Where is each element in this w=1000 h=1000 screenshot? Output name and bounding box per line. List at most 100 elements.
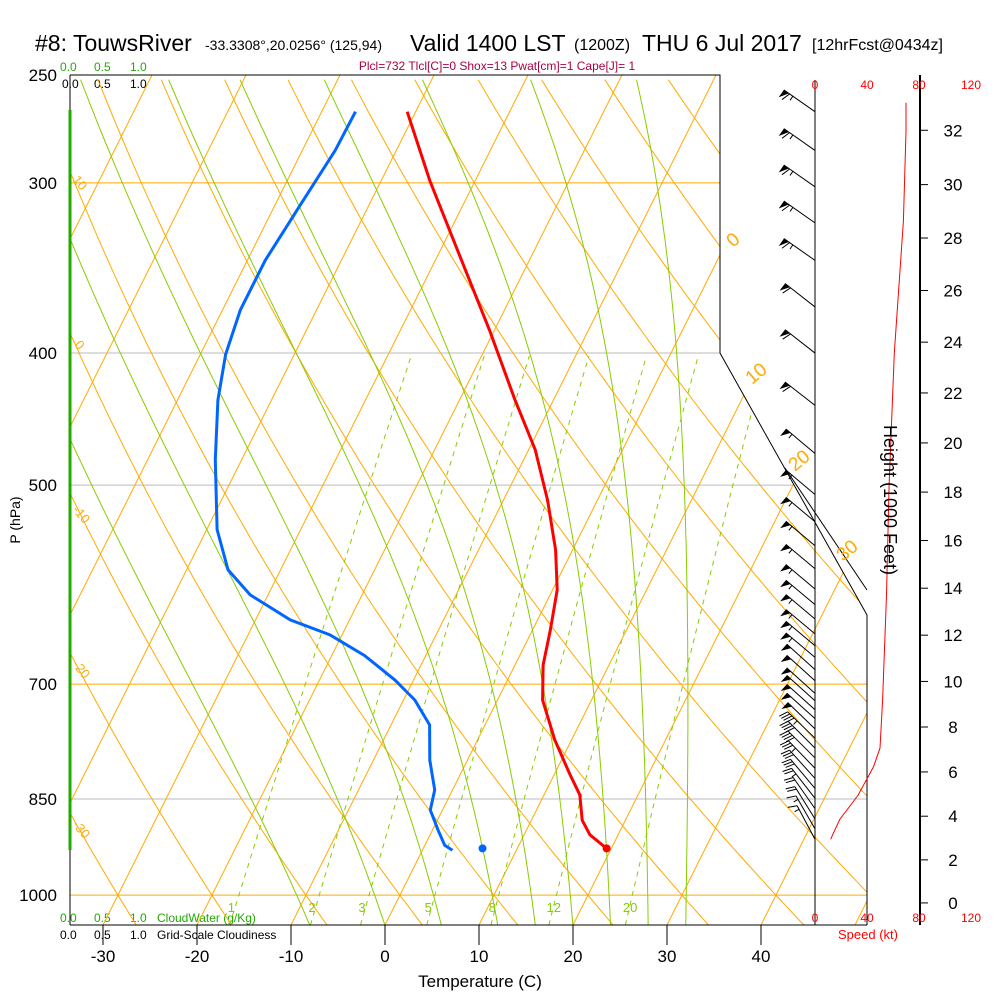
cloudiness-top-axis: 0.0 0.5 1.0: [62, 77, 147, 91]
barb-half-feather: [788, 599, 793, 604]
wind-barb: [779, 381, 816, 406]
isotherm-line: [102, 75, 535, 925]
isotherm-line: [572, 75, 867, 925]
barb-feather: [787, 788, 797, 792]
barb-staff: [786, 683, 816, 711]
dry-adiabat-line: [70, 79, 519, 925]
wind-barb: [780, 683, 816, 711]
speed-tick-label: 0: [812, 911, 819, 925]
mixing-ratio-label: 20: [623, 900, 637, 915]
height-tick-label: 2: [948, 851, 957, 870]
dry-adiabat-line: [667, 79, 867, 925]
y-axis-title: P (hPa): [7, 496, 23, 543]
pressure-tick-label: 500: [29, 476, 57, 495]
barb-staff: [785, 594, 816, 620]
barb-staff: [787, 702, 816, 730]
cloud-tick: 0.0: [60, 928, 77, 942]
adiabat-label: -10: [70, 502, 94, 526]
barb-pennant: [778, 128, 789, 137]
mixing-ratio-line: [309, 355, 485, 925]
speed-tick-label: 80: [912, 911, 926, 925]
barb-feather: [779, 720, 789, 726]
temperature-line: [405, 111, 608, 850]
barb-pennant: [780, 594, 791, 602]
barb-feather: [779, 740, 789, 746]
dry-adiabat-line: [70, 79, 423, 925]
cloudwater-label: CloudWater (g/Kg): [157, 911, 256, 925]
cloudiness-label: Grid-Scale Cloudiness: [157, 928, 276, 942]
adiabat-label: -30: [70, 817, 94, 841]
isotherm-line: [760, 75, 867, 925]
barb-pennant: [780, 497, 791, 505]
dry-adiabat-line: [985, 80, 1000, 925]
wind-barb: [787, 805, 816, 840]
wind-barb: [780, 674, 816, 702]
barb-feather: [782, 767, 792, 772]
barb-feather: [787, 805, 798, 808]
barb-staff: [784, 329, 816, 354]
barb-staff: [794, 786, 816, 820]
wind-barb: [780, 564, 816, 590]
barb-feather: [783, 777, 794, 781]
barb-feather: [785, 779, 796, 784]
barb-half-feather: [788, 626, 793, 631]
height-tick-label: 6: [948, 763, 957, 782]
moist-adiabat-line: [422, 79, 611, 925]
barb-half-feather: [791, 773, 797, 778]
stability-indices: Plcl=732 Tlcl[C]=0 Shox=13 Pwat[cm]=1 Ca…: [359, 59, 636, 73]
height-tick-label: 28: [944, 229, 963, 248]
mixing-ratio-line: [624, 355, 767, 925]
cloud-tick: 1.0: [130, 928, 147, 942]
speed-tick-label: 80: [912, 78, 926, 92]
wind-barb: [780, 594, 816, 620]
wind-barb: [779, 329, 816, 354]
barb-staff: [785, 496, 816, 523]
cloud-tick: 1.0: [130, 60, 147, 74]
height-tick-label: 8: [948, 718, 957, 737]
speed-tick-label: 120: [961, 911, 981, 925]
barb-staff: [784, 283, 816, 308]
temperature-tick-label: -30: [91, 947, 116, 966]
barb-feather: [780, 749, 790, 755]
isotherm-label: 20: [785, 446, 815, 476]
barb-feather: [783, 725, 793, 731]
height-tick-label: 12: [944, 626, 963, 645]
temperature-tick-label: 40: [752, 947, 771, 966]
barb-staff: [785, 543, 816, 570]
dry-adiabat-line: [541, 79, 867, 925]
height-tick-label: 0: [948, 894, 957, 913]
cloud-tick: 0.0: [62, 77, 79, 91]
wind-barb: [780, 654, 816, 682]
barb-feather: [779, 711, 788, 717]
temperature-tick-label: -20: [185, 947, 210, 966]
forecast-info: [12hrFcst@0434z]: [812, 37, 943, 54]
pressure-tick-label: 250: [29, 66, 57, 85]
utc-time: (1200Z): [574, 37, 630, 54]
barb-pennant: [780, 675, 792, 683]
speed-tick-label: 0: [812, 78, 819, 92]
wind-barb: [779, 283, 816, 308]
barb-staff: [785, 428, 816, 454]
barb-pennant: [780, 667, 792, 675]
wind-barb: [780, 667, 816, 694]
wind-barb: [779, 740, 816, 769]
isotherm-line: [70, 75, 159, 925]
barb-pennant: [780, 609, 791, 617]
barb-feather: [783, 715, 793, 721]
height-tick-label: 30: [944, 176, 963, 195]
isotherm-line: [384, 75, 817, 925]
barb-staff: [783, 89, 816, 113]
barb-feather: [781, 168, 790, 176]
barb-feather: [781, 204, 790, 212]
wind-speed-line: [830, 102, 907, 840]
isotherm-label: 0: [723, 229, 745, 252]
barb-staff: [786, 667, 816, 694]
dry-adiabat-line: [477, 79, 867, 925]
axes: 0102030100-10-20-30250300400500700850100…: [19, 66, 981, 966]
dry-adiabat-line: [70, 79, 233, 925]
height-tick-label: 10: [944, 672, 963, 691]
dry-adiabat-line: [70, 79, 328, 925]
barb-half-feather: [793, 720, 798, 725]
cloud-tick: 0.0: [60, 60, 77, 74]
barb-staff: [791, 768, 816, 799]
